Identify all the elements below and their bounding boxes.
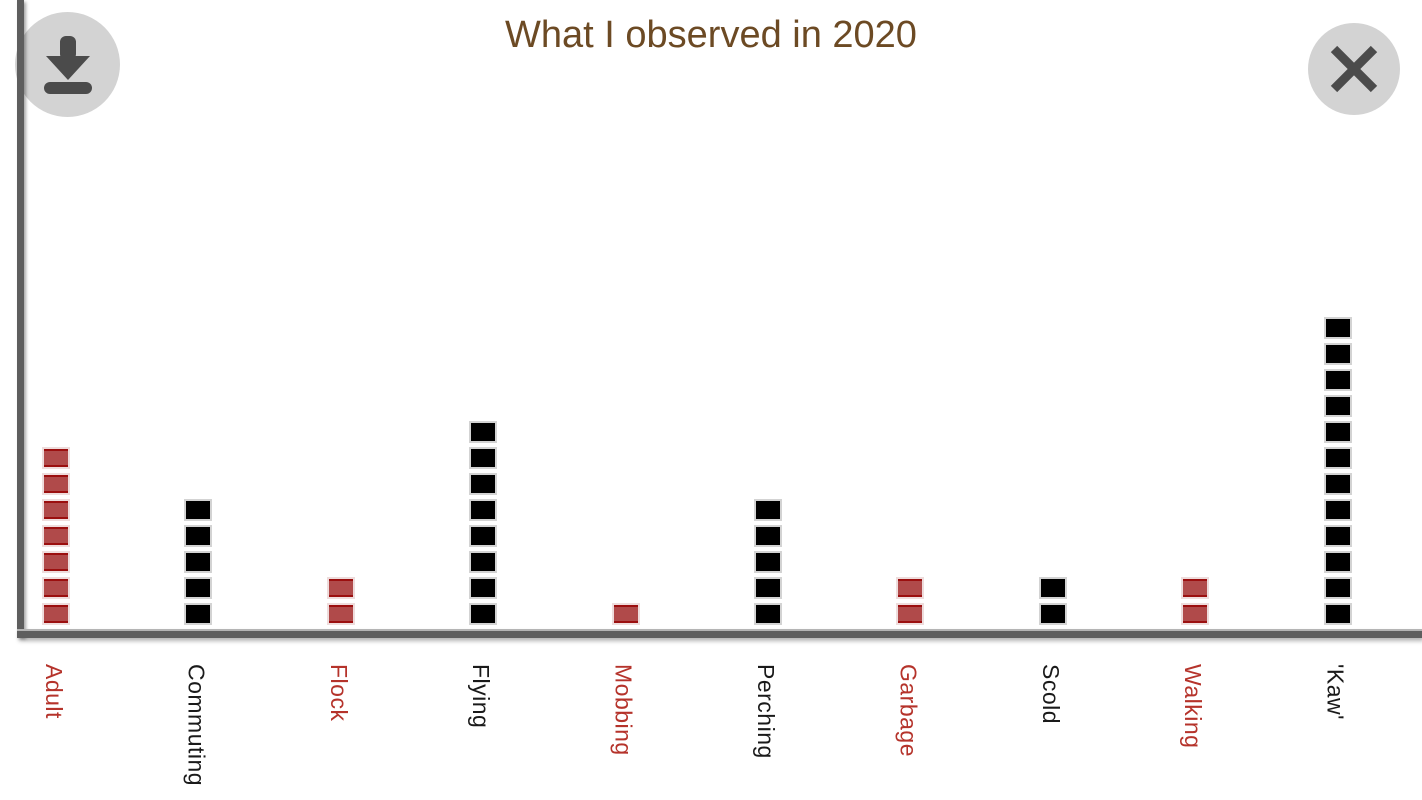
bar-square [1323,603,1352,625]
bar-square [754,551,782,573]
bar-square [326,603,355,625]
bar-square [1038,603,1067,625]
bar-square [1323,395,1352,417]
bar-square [1038,577,1067,599]
category-label: Flock [325,664,352,722]
bar-square [469,603,498,625]
bar-square [469,473,498,495]
chart-title: What I observed in 2020 [505,14,917,56]
x-axis-line [17,629,1422,638]
y-axis-line [17,0,24,637]
bar-square [1323,473,1352,495]
bar-square [469,499,498,521]
bar-square [1323,551,1352,573]
bar-column [184,499,213,625]
bar-square [1323,499,1352,521]
bar-column [326,577,355,625]
bar-square [184,499,213,521]
bar-square [469,421,498,443]
category-label: Commuting [183,664,210,787]
bar-square [1323,525,1352,547]
bar-square [754,525,782,547]
bar-square [1181,577,1210,599]
bar-column [1038,577,1067,625]
bar-square [184,603,213,625]
bar-column [42,447,70,625]
bar-square [469,447,498,469]
download-button[interactable] [15,12,120,117]
bar-square [184,577,213,599]
bar-square [1181,603,1210,625]
close-icon [1328,43,1380,95]
category-label: 'Kaw' [1322,664,1349,721]
bar-square [469,577,498,599]
bar-column [1181,577,1210,625]
bar-square [469,525,498,547]
category-label: Mobbing [610,664,637,756]
bar-square [42,551,70,573]
bar-square [1323,369,1352,391]
bar-square [42,603,70,625]
bar-column [1323,317,1352,625]
bar-square [611,603,640,625]
bar-square [896,577,925,599]
bar-square [42,577,70,599]
bar-square [42,447,70,469]
bar-square [42,499,70,521]
bar-column [896,577,925,625]
category-label: Adult [41,664,67,719]
bar-square [1323,421,1352,443]
category-label: Perching [753,664,779,759]
bar-column [469,421,498,625]
bar-square [754,499,782,521]
bar-square [42,525,70,547]
bar-square [184,551,213,573]
category-label: Garbage [895,664,922,758]
bar-square [754,577,782,599]
bar-square [1323,577,1352,599]
close-button[interactable] [1308,23,1400,115]
bar-square [1323,343,1352,365]
bar-square [754,603,782,625]
category-label: Scold [1037,664,1064,725]
bar-square [1323,447,1352,469]
bar-square [184,525,213,547]
download-icon [38,34,98,96]
category-label: Walking [1180,664,1207,749]
category-label: Flying [468,664,495,729]
bar-square [896,603,925,625]
bar-square [326,577,355,599]
bar-square [42,473,70,495]
bar-square [469,551,498,573]
bar-column [611,603,640,625]
bar-column [754,499,782,625]
bar-square [1323,317,1352,339]
